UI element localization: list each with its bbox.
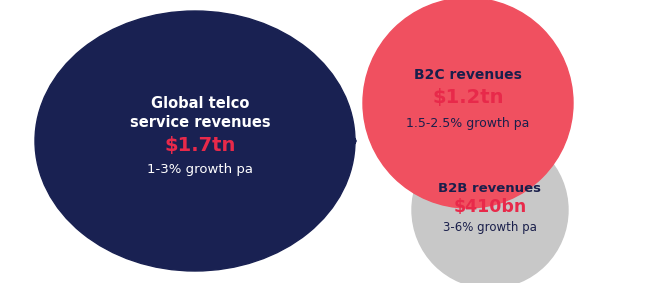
Text: $1.2tn: $1.2tn — [432, 89, 504, 108]
Text: 1.5-2.5% growth pa: 1.5-2.5% growth pa — [406, 117, 530, 130]
Ellipse shape — [363, 0, 573, 208]
Ellipse shape — [35, 11, 355, 271]
Text: 1-3% growth pa: 1-3% growth pa — [147, 162, 253, 175]
Text: Global telco
service revenues: Global telco service revenues — [130, 96, 270, 130]
Text: $1.7tn: $1.7tn — [164, 136, 236, 155]
Text: B2C revenues: B2C revenues — [414, 68, 522, 82]
Ellipse shape — [412, 132, 568, 283]
Text: $410bn: $410bn — [454, 198, 526, 216]
Text: B2B revenues: B2B revenues — [439, 181, 541, 194]
Text: 3-6% growth pa: 3-6% growth pa — [443, 220, 537, 233]
